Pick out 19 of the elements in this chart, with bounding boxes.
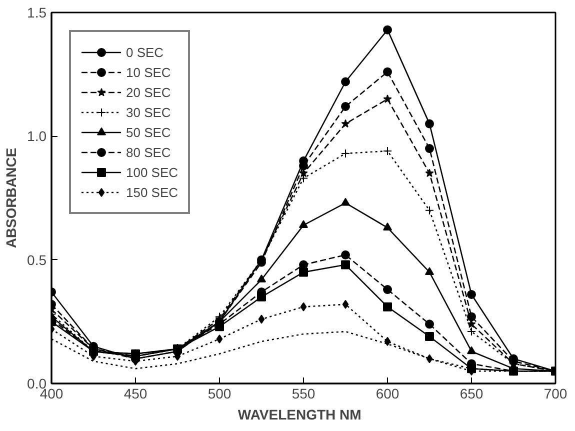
- legend-label: 0 SEC: [126, 44, 164, 60]
- legend-label: 30 SEC: [126, 104, 171, 120]
- x-tick-label: 650: [460, 386, 484, 402]
- legend-label: 100 SEC: [126, 164, 178, 180]
- x-tick-label: 500: [208, 386, 232, 402]
- legend-label: 150 SEC: [126, 184, 178, 200]
- y-tick-label: 1.5: [27, 4, 47, 20]
- y-tick-label: 0.5: [27, 252, 47, 268]
- legend-label: 80 SEC: [126, 144, 171, 160]
- x-axis-title: WAVELENGTH NM: [238, 406, 362, 422]
- y-axis-title: ABSORBANCE: [3, 148, 20, 248]
- x-tick-label: 700: [544, 386, 568, 402]
- legend-label: 50 SEC: [126, 124, 171, 140]
- legend-label: 10 SEC: [126, 64, 171, 80]
- x-tick-label: 450: [124, 386, 148, 402]
- legend-label: 20 SEC: [126, 84, 171, 100]
- x-tick-label: 600: [376, 386, 400, 402]
- y-tick-label: 1.0: [27, 128, 47, 144]
- x-tick-label: 550: [292, 386, 316, 402]
